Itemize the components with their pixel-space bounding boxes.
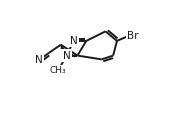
Text: Br: Br [127, 31, 139, 41]
Text: CH₃: CH₃ [50, 66, 67, 75]
Text: N: N [63, 51, 70, 61]
Text: N: N [70, 36, 77, 46]
Text: N: N [35, 55, 43, 65]
